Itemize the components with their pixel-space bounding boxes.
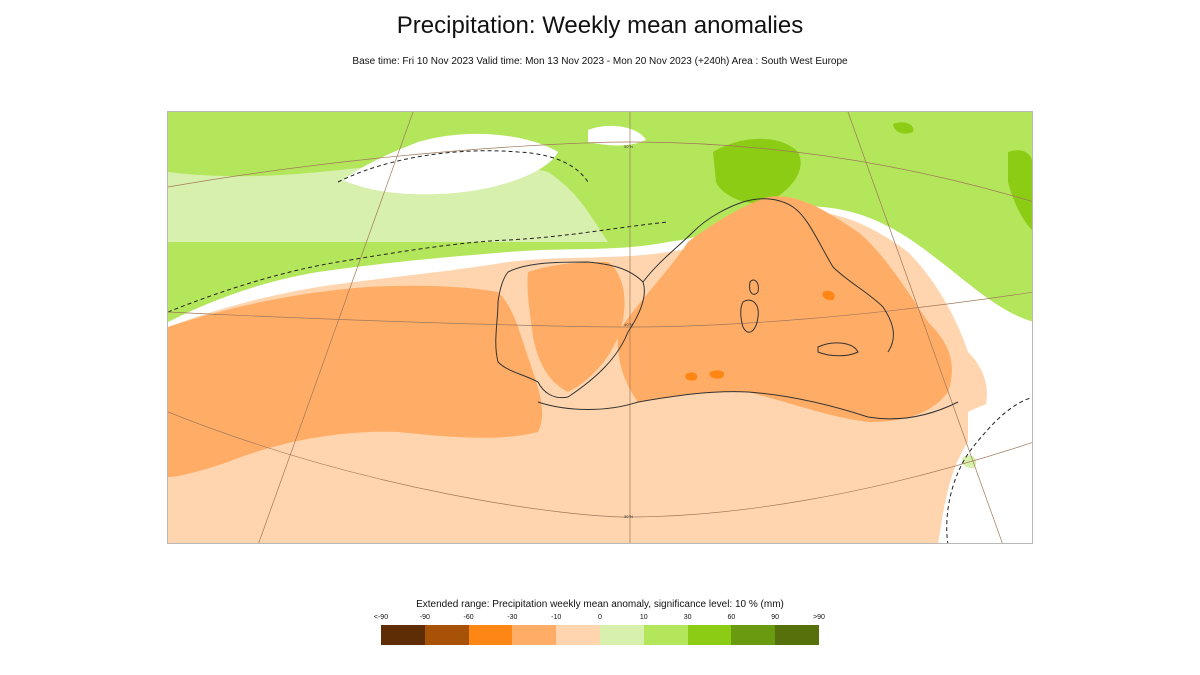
neutral-patch-north bbox=[343, 133, 558, 195]
legend-swatch bbox=[731, 625, 776, 645]
significance-contour-north bbox=[168, 221, 669, 313]
legend-ticks: <-90 -90 -60 -30 -10 0 10 30 60 90 >90 bbox=[374, 614, 825, 624]
coastline-sicily bbox=[817, 342, 859, 357]
map-canvas: 50°N 40°N 30°N bbox=[168, 112, 1032, 543]
coastline-france-italy bbox=[642, 198, 894, 353]
coastline-north-africa bbox=[537, 391, 959, 420]
graticule-meridian-3 bbox=[847, 112, 1003, 543]
graticule-meridian-1 bbox=[258, 112, 414, 543]
legend-tick: -10 bbox=[551, 614, 562, 621]
legend-swatch bbox=[775, 625, 819, 645]
legend-tick: -60 bbox=[463, 614, 474, 621]
coastline-corsica bbox=[749, 279, 759, 295]
significance-contour-southeast bbox=[946, 397, 1032, 543]
legend-tick: -90 bbox=[419, 614, 430, 621]
coastline-sardinia bbox=[740, 299, 759, 333]
dry-stronger-spot-1 bbox=[685, 372, 698, 381]
dry-stronger-spot-2 bbox=[709, 370, 725, 379]
significance-contour-atlantic bbox=[337, 150, 589, 183]
wet-strong-spot bbox=[893, 122, 914, 134]
legend-swatch bbox=[687, 625, 732, 645]
legend-swatch bbox=[643, 625, 688, 645]
legend-tick: -30 bbox=[507, 614, 518, 621]
wet-strong-balkans bbox=[1008, 150, 1032, 230]
legend-swatch bbox=[512, 625, 557, 645]
page-title: Precipitation: Weekly mean anomalies bbox=[396, 12, 804, 39]
lat-label-50n: 50°N bbox=[624, 144, 633, 149]
legend-swatch bbox=[424, 625, 469, 645]
legend: <-90 -90 -60 -30 -10 0 10 30 60 90 >90 bbox=[374, 614, 825, 646]
graticule-50n bbox=[168, 141, 1032, 202]
legend-colorbar bbox=[381, 625, 819, 645]
legend-tick: >90 bbox=[813, 614, 825, 621]
legend-tick: 0 bbox=[598, 614, 602, 621]
legend-tick: 90 bbox=[771, 614, 780, 621]
lat-label-40n: 40°N bbox=[624, 322, 633, 327]
dry-strong-iberia bbox=[527, 262, 625, 392]
legend-title: Extended range: Precipitation weekly mea… bbox=[416, 599, 784, 610]
legend-tick: 60 bbox=[727, 614, 736, 621]
legend-tick: 30 bbox=[683, 614, 692, 621]
lat-label-30n: 30°N bbox=[624, 514, 633, 519]
anomaly-map: 50°N 40°N 30°N bbox=[167, 111, 1033, 544]
neutral-patch-southeast bbox=[938, 395, 1032, 543]
legend-swatch bbox=[381, 625, 425, 645]
graticule-40n bbox=[168, 291, 1032, 328]
coastline-iberia bbox=[495, 261, 645, 399]
page-subtitle: Base time: Fri 10 Nov 2023 Valid time: M… bbox=[352, 56, 848, 67]
dry-stronger-spot-3 bbox=[822, 290, 835, 301]
neutral-patch-small bbox=[588, 125, 646, 146]
legend-swatch bbox=[556, 625, 600, 645]
dry-strong-mediterranean bbox=[617, 196, 952, 422]
legend-swatch bbox=[468, 625, 513, 645]
wet-strong-alps bbox=[713, 138, 801, 204]
graticule-30n bbox=[168, 411, 1032, 518]
legend-swatch bbox=[599, 625, 644, 645]
legend-tick: <-90 bbox=[373, 614, 389, 621]
dry-strong-atlantic bbox=[168, 285, 543, 477]
legend-tick: 10 bbox=[639, 614, 648, 621]
